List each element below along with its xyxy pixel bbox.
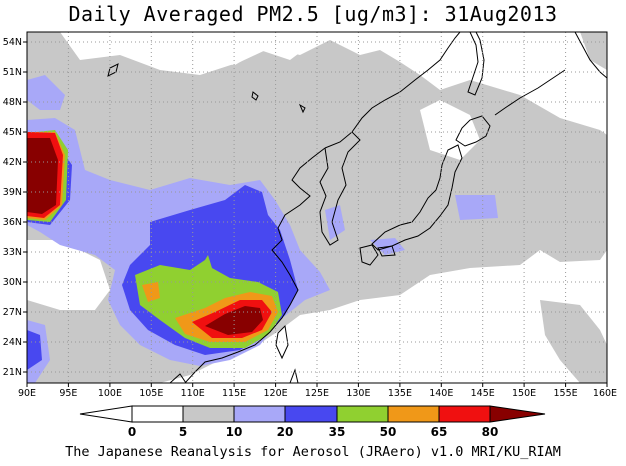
lat-tick-label: 51N <box>3 67 22 78</box>
colorbar-high-arrow <box>489 405 546 423</box>
colorbar-segment <box>438 405 491 423</box>
lon-tick-label: 125E <box>305 388 329 399</box>
lon-tick-label: 155E <box>554 388 578 399</box>
lon-tick-label: 100E <box>98 388 122 399</box>
sakhalin-coastline <box>467 32 485 96</box>
lat-tick-label: 24N <box>3 337 22 348</box>
lon-tick-label: 95E <box>59 388 77 399</box>
colorbar-labels: 0 5 10 20 35 50 65 80 <box>128 425 499 439</box>
island-coastline <box>251 91 259 101</box>
colorbar-segment <box>336 405 389 423</box>
kamchatka-coastline <box>574 32 607 79</box>
island-coastline <box>298 103 306 114</box>
lat-tick-label: 45N <box>3 127 22 138</box>
kuril-islands-coastline <box>494 69 566 116</box>
colorbar-low-arrow <box>79 405 133 423</box>
hainan-coastline <box>169 373 187 383</box>
taiwan-coastline <box>275 324 289 360</box>
pm25-level-0-5-region <box>420 100 480 160</box>
lat-tick-label: 48N <box>3 97 22 108</box>
pm25-level-0-5-region <box>27 240 110 310</box>
colorbar-segment <box>387 405 440 423</box>
colorbar-segment <box>233 405 286 423</box>
pm25-level-10-20-region <box>27 75 65 110</box>
mainland-asia-coastline <box>184 147 326 383</box>
lat-tick-label: 39N <box>3 187 22 198</box>
pm25-level-5-10-region <box>540 300 607 383</box>
map-title: Daily Averaged PM2.5 [ug/m3]: 31Aug2013 <box>68 2 558 26</box>
lon-tick-label: 130E <box>346 388 370 399</box>
lat-tick-label: 42N <box>3 157 22 168</box>
colorbar-label: 0 <box>128 425 136 439</box>
lon-tick-label: 105E <box>139 388 163 399</box>
colorbar-label: 35 <box>329 425 346 439</box>
colorbar-label: 5 <box>179 425 187 439</box>
lon-tick-label: 110E <box>181 388 205 399</box>
lon-tick-label: 120E <box>264 388 288 399</box>
map-grid <box>27 32 607 383</box>
lon-tick-label: 135E <box>388 388 412 399</box>
colorbar-segment <box>284 405 338 423</box>
credit-line: The Japanese Reanalysis for Aerosol (JRA… <box>65 444 561 460</box>
philippines-coastline <box>289 368 299 383</box>
honshu-coastline <box>371 144 463 251</box>
lat-tick-label: 21N <box>3 367 22 378</box>
latitude-tick-labels: 54N 51N 48N 45N 42N 39N 36N 33N 30N 27N … <box>3 37 22 378</box>
pm25-level-above-80-region <box>27 138 58 214</box>
lat-tick-label: 36N <box>3 217 22 228</box>
lat-tick-label: 30N <box>3 277 22 288</box>
colorbar-segment <box>131 405 184 423</box>
pm25-level-0-5-region <box>470 32 590 80</box>
colorbar-label: 65 <box>431 425 448 439</box>
northeast-asia-coastline <box>351 32 461 133</box>
colorbar <box>79 405 546 423</box>
pm25-level-0-5-region <box>70 32 310 65</box>
pm25-level-20-35-region <box>27 330 42 370</box>
coastlines <box>107 32 607 383</box>
lon-tick-label: 150E <box>512 388 536 399</box>
colorbar-label: 50 <box>380 425 397 439</box>
shikoku-coastline <box>377 245 396 257</box>
hokkaido-coastline <box>455 115 491 147</box>
lon-tick-label: 145E <box>471 388 495 399</box>
lon-tick-label: 115E <box>222 388 246 399</box>
colorbar-segment <box>182 405 235 423</box>
kyushu-coastline <box>359 244 379 266</box>
colorbar-label: 80 <box>482 425 499 439</box>
lon-tick-label: 90E <box>18 388 36 399</box>
lat-tick-label: 33N <box>3 247 22 258</box>
longitude-tick-labels: 90E 95E 100E 105E 110E 115E 120E 125E 13… <box>18 388 617 399</box>
pm25-level-0-5-region <box>300 290 540 383</box>
pm25-shading <box>27 32 607 383</box>
lat-tick-label: 54N <box>3 37 22 48</box>
lon-tick-label: 140E <box>429 388 453 399</box>
axis-ticks <box>23 41 608 387</box>
pm25-level-10-20-region <box>455 195 498 220</box>
colorbar-label: 20 <box>277 425 294 439</box>
lon-tick-label: 160E <box>593 388 617 399</box>
pm25-level-5-10-region <box>580 32 607 70</box>
lat-tick-label: 27N <box>3 307 22 318</box>
colorbar-label: 10 <box>226 425 243 439</box>
